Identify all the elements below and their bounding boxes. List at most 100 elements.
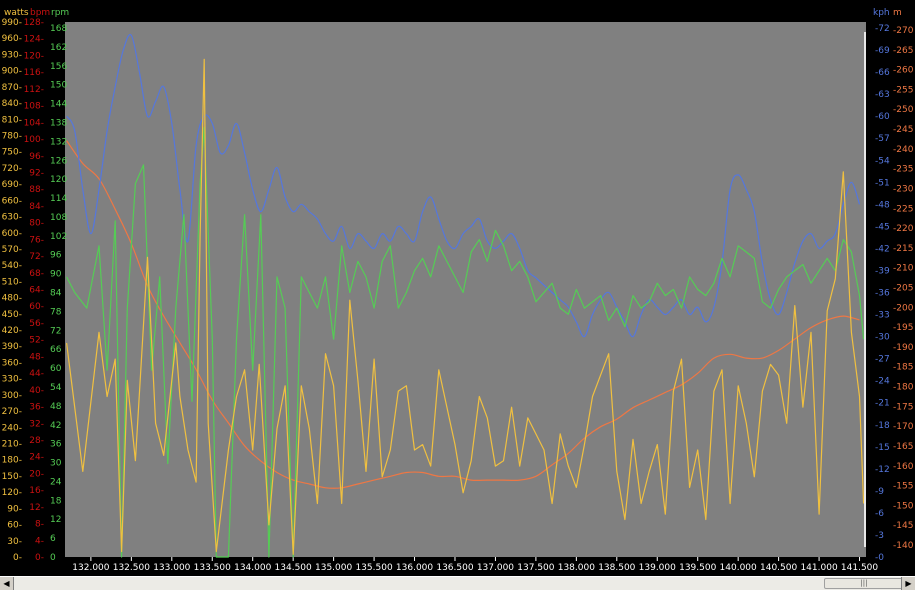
tick-watts: 510- [2,277,22,287]
plot-area [65,22,866,557]
tick-watts: 60- [7,521,22,531]
tick-bpm: 84- [29,202,44,212]
tick-m: -140 [893,541,914,551]
tick-kph: -21 [875,399,890,409]
axis-title-m: m [893,8,902,18]
tick-kph: -0 [875,553,884,563]
tick-rpm: 12 [50,515,61,525]
tick-watts: 630- [2,213,22,223]
tick-watts: 240- [2,423,22,433]
tick-bpm: 104- [24,118,44,128]
tick-watts: 750- [2,148,22,158]
tick-rpm: 90 [50,270,62,280]
tick-watts: 540- [2,261,22,271]
tick-bpm: 88- [29,185,44,195]
tick-watts: 120- [2,488,22,498]
horizontal-scrollbar[interactable]: ◀ ||| ▶ [0,576,915,590]
tick-kph: -72 [875,24,890,34]
tick-bpm: 100- [24,135,44,145]
axis-title-bpm: bpm [30,8,50,18]
tick-bpm: 56- [29,319,44,329]
tick-kph: -54 [875,156,890,166]
tick-m: -210 [893,264,914,274]
tick-kph: -3 [875,531,884,541]
tick-m: -195 [893,323,913,333]
x-tick-label: 132.000 [72,563,109,573]
tick-rpm: 36 [50,440,62,450]
x-tick-label: 136.000 [396,563,433,573]
tick-m: -220 [893,224,914,234]
tick-watts: 300- [2,391,22,401]
tick-bpm: 80- [29,219,44,229]
tick-rpm: 66 [50,345,62,355]
tick-m: -160 [893,462,914,472]
tick-m: -165 [893,442,913,452]
tick-bpm: 28- [29,436,44,446]
tick-watts: 360- [2,358,22,368]
tick-m: -250 [893,105,914,115]
tick-rpm: 126 [50,156,67,166]
scroll-track[interactable]: ||| [14,577,904,590]
tick-rpm: 150 [50,81,67,91]
tick-rpm: 78 [50,307,62,317]
tick-kph: -36 [875,289,890,299]
tick-m: -170 [893,422,914,432]
tick-watts: 690- [2,180,22,190]
tick-rpm: 102 [50,232,67,242]
tick-bpm: 92- [29,168,44,178]
tick-watts: 390- [2,342,22,352]
tick-rpm: 30 [50,459,62,469]
tick-m: -235 [893,165,913,175]
tick-rpm: 48 [50,402,62,412]
tick-kph: -69 [875,46,890,56]
tick-rpm: 72 [50,326,61,336]
tick-watts: 780- [2,131,22,141]
tick-kph: -63 [875,90,890,100]
x-tick-label: 139.000 [639,563,676,573]
tick-bpm: 116- [24,68,44,78]
tick-bpm: 76- [29,235,44,245]
tick-bpm: 16- [29,486,44,496]
tick-kph: -9 [875,487,884,497]
tick-watts: 450- [2,310,22,320]
tick-bpm: 96- [29,152,44,162]
tick-bpm: 60- [29,302,44,312]
tick-m: -240 [893,145,914,155]
tick-watts: 660- [2,196,22,206]
scroll-thumb[interactable]: ||| [824,578,904,589]
tick-rpm: 18 [50,496,62,506]
tick-bpm: 0- [35,553,44,563]
tick-kph: -27 [875,355,890,365]
tick-kph: -51 [875,178,890,188]
scroll-right-arrow-icon[interactable]: ▶ [901,577,915,590]
tick-m: -190 [893,343,914,353]
tick-bpm: 48- [29,352,44,362]
ride-chart: watts0-30-60-90-120-150-180-210-240-270-… [2,8,914,573]
tick-bpm: 12- [29,503,44,513]
x-tick-label: 132.500 [113,563,150,573]
tick-m: -175 [893,402,913,412]
axis-title-kph: kph [873,8,890,18]
tick-m: -245 [893,125,913,135]
tick-bpm: 108- [24,102,44,112]
tick-bpm: 72- [29,252,44,262]
tick-m: -200 [893,303,914,313]
tick-m: -180 [893,383,914,393]
tick-rpm: 114 [50,194,67,204]
tick-bpm: 8- [35,520,44,530]
x-tick-label: 134.000 [234,563,271,573]
tick-watts: 0- [13,553,22,563]
x-tick-label: 139.500 [679,563,716,573]
tick-rpm: 132 [50,137,67,147]
x-tick-label: 141.500 [841,563,878,573]
tick-bpm: 128- [24,18,44,28]
tick-rpm: 162 [50,43,67,53]
tick-m: -230 [893,184,914,194]
tick-watts: 480- [2,294,22,304]
tick-watts: 150- [2,472,22,482]
tick-bpm: 64- [29,286,44,296]
tick-kph: -66 [875,68,890,78]
tick-bpm: 36- [29,403,44,413]
x-tick-label: 137.000 [477,563,514,573]
scroll-left-arrow-icon[interactable]: ◀ [0,577,14,590]
